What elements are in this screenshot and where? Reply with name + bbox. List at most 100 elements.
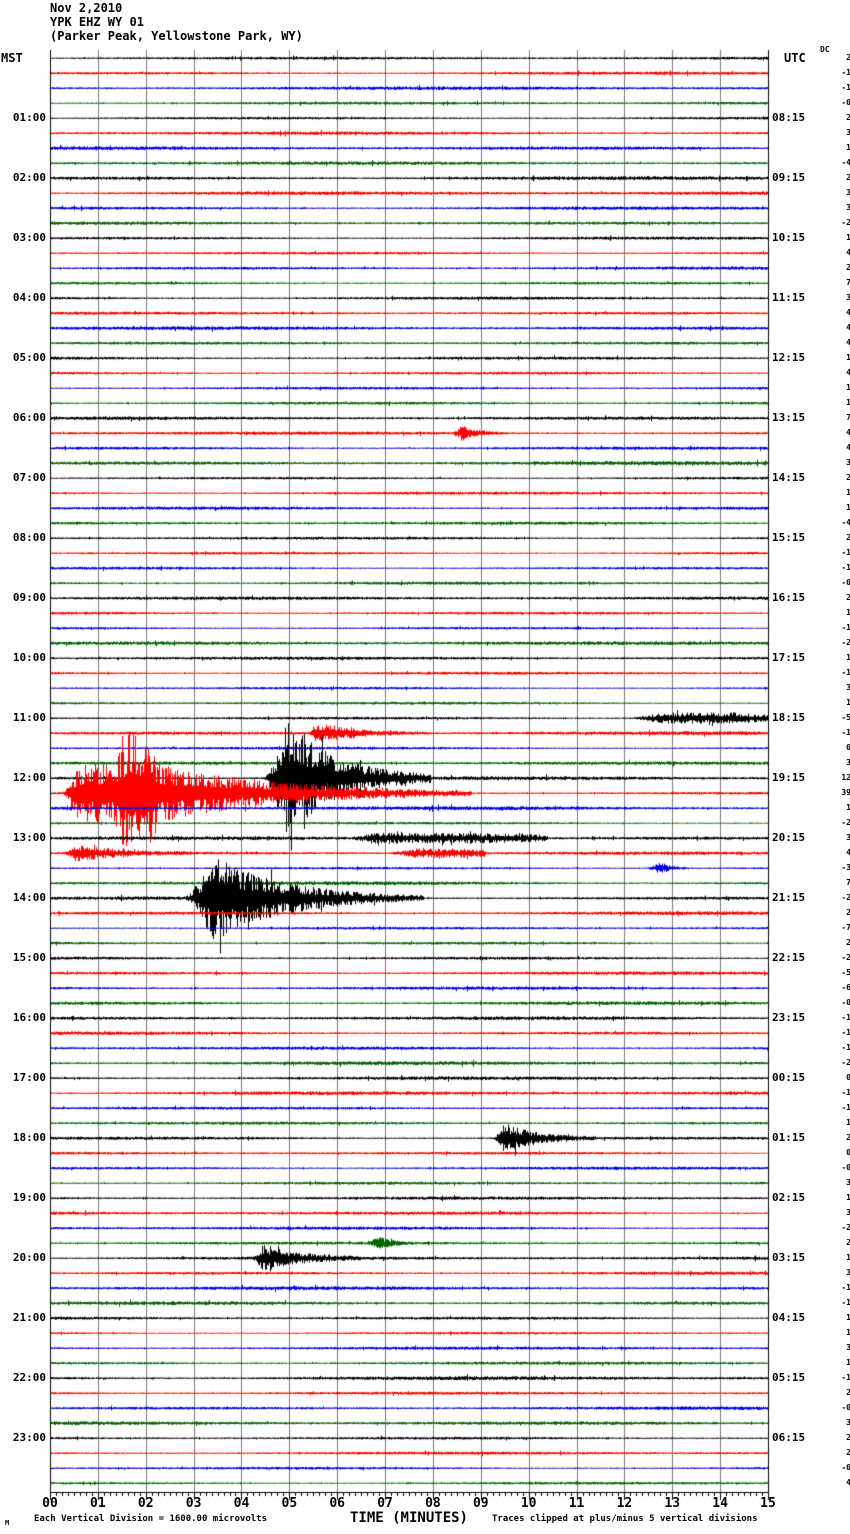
dc-offset-value: -2 [841,893,850,902]
dc-offset-value: 2 [846,53,850,62]
mst-hour-label: 19:00 [12,1191,46,1204]
dc-offset-value: 0 [846,1073,850,1082]
mst-hour-label: 04:00 [12,291,46,304]
mst-hour-label: 06:00 [12,411,46,424]
dc-offset-value: 0 [846,743,850,752]
dc-offset-value: 1 [846,1253,850,1262]
dc-offset-value: -1 [841,1298,850,1307]
mst-hour-label: 08:00 [12,531,46,544]
dc-offset-value: 1 [846,608,850,617]
dc-offset-value: 0 [846,1148,850,1157]
dc-offset-value: 2 [846,113,850,122]
dc-offset-value: 1 [846,353,850,362]
dc-offset-value: -7 [841,923,850,932]
dc-offset-value: -2 [841,218,850,227]
dc-offset-value: -0 [841,1403,850,1412]
utc-hour-label: 22:15 [772,951,806,964]
minute-tick-label: 12 [616,1496,633,1511]
location-title: (Parker Peak, Yellowstone Park, WY) [50,29,303,43]
minute-tick-label: 13 [664,1496,681,1511]
minute-tick-label: 08 [425,1496,441,1511]
dc-offset-value: 1 [846,1358,850,1367]
dc-offset-value: -0 [841,1463,850,1472]
mst-hour-label: 16:00 [12,1011,46,1024]
utc-hour-label: 09:15 [772,171,806,184]
dc-offset-value: -2 [841,1223,850,1232]
mst-hour-label: 15:00 [12,951,46,964]
dc-offset-value: -3 [841,863,850,872]
utc-hour-label: 02:15 [772,1191,806,1204]
dc-offset-value: -2 [841,953,850,962]
utc-hour-label: 01:15 [772,1131,806,1144]
dc-offset-value: 2 [846,1133,850,1142]
dc-offset-value: 2 [846,533,850,542]
dc-offset-value: 4 [846,1478,850,1487]
dc-offset-value: 3 [846,203,850,212]
dc-offset-value: -1 [841,68,850,77]
dc-offset-value: 1 [846,398,850,407]
dc-offset-value: 4 [846,848,850,857]
dc-offset-value: -4 [841,158,850,167]
utc-hour-label: 20:15 [772,831,806,844]
mst-hour-label: 12:00 [12,771,46,784]
dc-offset-value: -1 [841,83,850,92]
utc-hour-label: 21:15 [772,891,806,904]
dc-offset-value: -1 [841,728,850,737]
dc-offset-value: 4 [846,368,850,377]
dc-offset-value: 39 [841,788,850,797]
dc-offset-value: 4 [846,338,850,347]
utc-hour-label: 15:15 [772,531,806,544]
utc-hour-label: 17:15 [772,651,806,664]
mst-hour-label: 03:00 [12,231,46,244]
dc-offset-value: -1 [841,1013,850,1022]
dc-offset-value: -0 [841,578,850,587]
dc-offset-value: -5 [841,968,850,977]
minute-tick-label: 05 [281,1496,298,1511]
minute-tick-label: 07 [377,1496,393,1511]
utc-hour-label: 14:15 [772,471,806,484]
dc-offset-value: 3 [846,458,850,467]
utc-hour-label: 08:15 [772,111,806,124]
dc-offset-value: 4 [846,428,850,437]
dc-offset-value: 1 [846,1328,850,1337]
dc-offset-value: 2 [846,1433,850,1442]
dc-offset-value: -6 [841,983,850,992]
mst-axis-label: MST [1,51,23,65]
dc-offset-value: -1 [841,1373,850,1382]
scale-note: Each Vertical Division = 1600.00 microvo… [34,1514,267,1524]
utc-hour-label: 11:15 [772,291,806,304]
dc-offset-value: -0 [841,98,850,107]
dc-offset-value: 1 [846,1313,850,1322]
dc-offset-value: 4 [846,308,850,317]
dc-offset-value: 12 [841,773,850,782]
utc-hour-label: 18:15 [772,711,806,724]
dc-offset-value: -1 [841,548,850,557]
dc-column-label: DC [820,45,830,54]
dc-offset-value: 1 [846,383,850,392]
mst-hour-label: 17:00 [12,1071,46,1084]
dc-offset-value: 1 [846,653,850,662]
time-axis-title: TIME (MINUTES) [349,1510,468,1526]
mst-hour-label: 22:00 [12,1371,46,1384]
dc-offset-value: 7 [846,278,850,287]
dc-offset-value: -1 [841,1043,850,1052]
dc-offset-value: 3 [846,128,850,137]
mst-hour-label: 21:00 [12,1311,46,1324]
minute-tick-label: 14 [712,1496,728,1511]
dc-offset-value: 7 [846,413,850,422]
clip-note: Traces clipped at plus/minus 5 vertical … [492,1514,758,1524]
dc-offset-value: 1 [846,503,850,512]
dc-offset-value: 2 [846,1388,850,1397]
mst-hour-label: 11:00 [12,711,46,724]
dc-offset-value: 1 [846,1118,850,1127]
utc-hour-label: 23:15 [772,1011,806,1024]
dc-offset-value: 3 [846,1268,850,1277]
minute-tick-label: 15 [760,1496,776,1511]
dc-offset-value: 4 [846,323,850,332]
utc-hour-label: 03:15 [772,1251,806,1264]
dc-offset-value: -1 [841,1088,850,1097]
dc-offset-value: -0 [841,998,850,1007]
dc-offset-value: -5 [841,713,850,722]
dc-offset-value: 3 [846,1418,850,1427]
